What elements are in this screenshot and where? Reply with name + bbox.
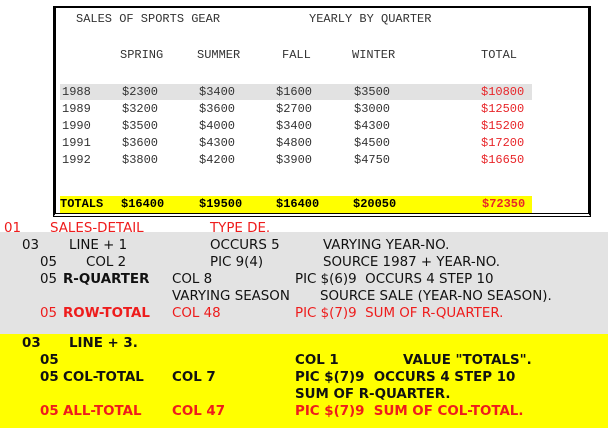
col-header-total: TOTAL [481,48,518,62]
row-winter: $4300 [354,119,391,133]
code-level: 03 [22,336,41,351]
code-name: COL 2 [86,255,127,270]
row-fall: $4800 [276,136,313,150]
row-year: 1991 [62,136,91,150]
row-total: $17200 [481,136,525,150]
totals-fall: $16400 [276,197,320,211]
row-total: $15200 [481,119,525,133]
code-level: 01 [4,221,22,236]
code-clause: COL 8 [172,272,213,287]
row-spring: $3600 [122,136,159,150]
row-spring: $2300 [122,85,159,99]
code-level: 05 [40,370,59,385]
code-clause: VARYING SEASON [172,289,290,304]
row-spring: $3500 [122,119,159,133]
row-year: 1992 [62,153,91,167]
code-name: LINE + 3. [69,336,138,351]
totals-summer: $19500 [199,197,243,211]
totals-label: TOTALS [60,197,104,211]
row-spring: $3200 [122,102,159,116]
row-fall: $3400 [276,119,313,133]
row-year: 1989 [62,102,91,116]
report-subtitle: YEARLY BY QUARTER [309,12,432,26]
code-level: 05 [40,255,58,270]
row-year: 1988 [62,85,91,99]
code-level: 05 [40,306,58,321]
code-name: R-QUARTER [63,272,150,287]
code-clause-2: VALUE "TOTALS". [403,353,532,368]
row-summer: $4300 [199,136,236,150]
row-total: $12500 [481,102,525,116]
code-clause: COL 47 [172,404,226,419]
code-name: ALL-TOTAL [63,404,142,419]
totals-row-band [60,196,532,213]
row-winter: $3000 [354,102,391,116]
totals-line-band [0,334,608,428]
row-summer: $3600 [199,102,236,116]
row-summer: $4000 [199,119,236,133]
report-title: SALES OF SPORTS GEAR [76,12,221,26]
row-summer: $3400 [199,85,236,99]
code-clause: COL 1 [295,353,339,368]
row-year: 1990 [62,119,91,133]
code-clause: OCCURS 5 [210,238,280,253]
row-winter: $3500 [354,85,391,99]
col-header-summer: SUMMER [197,48,241,62]
highlighted-row-band [60,84,532,100]
code-clause-2: PIC $(7)9 OCCURS 4 STEP 10 [295,370,516,385]
code-clause-2: SOURCE 1987 + YEAR-NO. [323,255,501,270]
row-fall: $2700 [276,102,313,116]
row-summer: $4200 [199,153,236,167]
code-level: 05 [40,404,59,419]
code-name: LINE + 1 [69,238,128,253]
row-winter: $4750 [354,153,391,167]
col-header-fall: FALL [282,48,311,62]
code-level: 05 [40,272,58,287]
code-name: COL-TOTAL [63,370,144,385]
detail-line-band [0,232,608,334]
code-clause-2: SOURCE SALE (YEAR-NO SEASON). [320,289,552,304]
code-clause: COL 7 [172,370,216,385]
code-level: 05 [40,353,59,368]
code-clause-2: VARYING YEAR-NO. [323,238,450,253]
row-fall: $1600 [276,85,313,99]
code-clause-2: PIC $(7)9 SUM OF R-QUARTER. [295,306,504,321]
code-level: 03 [22,238,40,253]
row-total: $16650 [481,153,525,167]
code-clause: TYPE DE. [210,221,271,236]
code-clause-2: PIC $(7)9 SUM OF COL-TOTAL. [295,404,524,419]
row-winter: $4500 [354,136,391,150]
col-header-spring: SPRING [120,48,164,62]
totals-winter: $20050 [353,197,397,211]
code-clause: COL 48 [172,306,221,321]
row-total: $10800 [481,85,525,99]
code-clause: PIC 9(4) [210,255,264,270]
code-clause-2: PIC $(6)9 OCCURS 4 STEP 10 [295,272,494,287]
code-clause-2: SUM OF R-QUARTER. [295,387,451,402]
code-name: SALES-DETAIL [50,221,144,236]
sales-report: SALES OF SPORTS GEAR YEARLY BY QUARTER S… [53,6,591,217]
row-fall: $3900 [276,153,313,167]
col-header-winter: WINTER [352,48,396,62]
totals-grand: $72350 [482,197,526,211]
totals-spring: $16400 [121,197,165,211]
row-spring: $3800 [122,153,159,167]
code-name: ROW-TOTAL [63,306,150,321]
